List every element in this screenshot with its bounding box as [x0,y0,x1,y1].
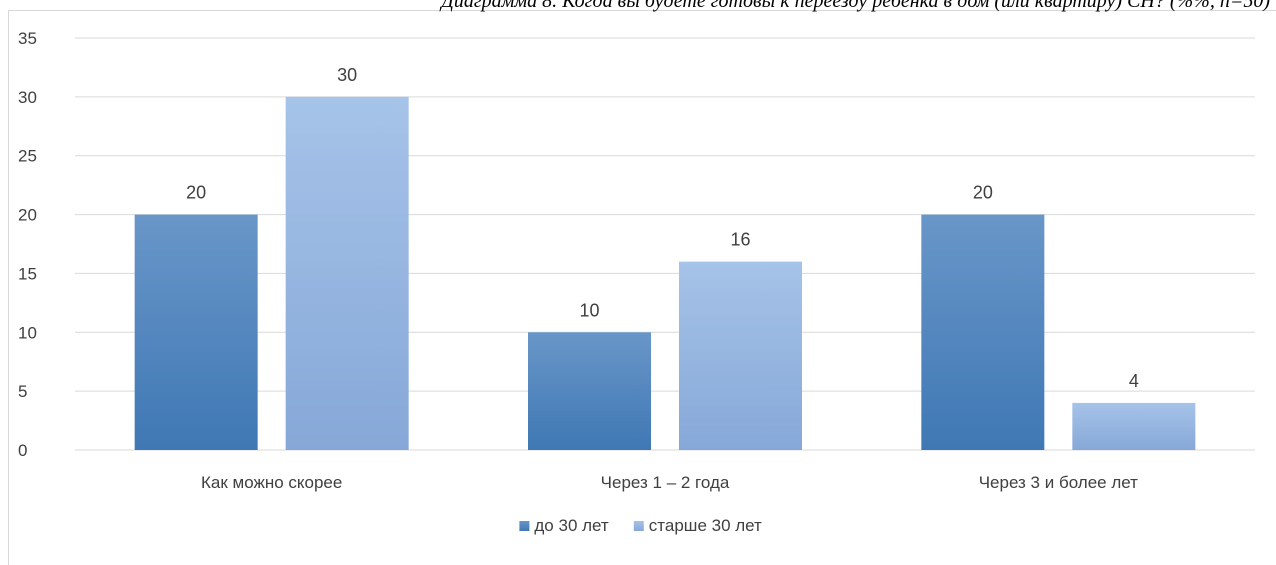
bar-1-1 [679,261,802,450]
y-tick-label-10: 10 [18,323,37,342]
y-axis-ticks: 0 5 10 15 20 25 30 35 [18,29,37,460]
legend-swatch-0 [519,521,530,531]
y-tick-label-35: 35 [18,29,37,48]
y-tick-label-20: 20 [18,206,37,225]
legend-label-0: до 30 лет [534,516,609,535]
data-label-2-1: 4 [1129,371,1139,391]
x-axis-ticks: Как можно скорее Через 1 – 2 года Через 3 … [201,473,1138,492]
bar-2-1 [1072,402,1196,450]
chart-frame [8,10,1276,565]
legend: до 30 лет старше 30 лет [519,516,762,535]
data-labels: 20 30 10 16 20 4 [186,65,1139,391]
gridlines [75,37,1255,451]
data-label-2-0: 20 [973,183,993,203]
y-tick-label-15: 15 [18,264,37,283]
legend-swatch-1 [633,521,644,531]
x-tick-label-0: Как можно скорее [201,473,342,492]
bar-1-0 [528,332,651,450]
bar-2-0 [921,214,1045,450]
chart-title: Диаграмма 8. Когда вы будете готовы к пе… [441,0,1270,12]
bar-0-0 [134,214,258,450]
y-tick-label-0: 0 [18,441,27,460]
x-tick-label-1: Через 1 – 2 года [601,473,730,492]
data-label-1-0: 10 [579,300,599,320]
bar-0-1 [285,96,409,450]
data-label-1-1: 16 [730,230,750,250]
x-tick-label-2: Через 3 и более лет [979,473,1138,492]
data-label-0-0: 20 [186,183,206,203]
y-tick-label-5: 5 [18,382,27,401]
y-tick-label-30: 30 [18,88,37,107]
bars [134,96,1196,450]
y-tick-label-25: 25 [18,147,37,166]
data-label-0-1: 30 [337,65,357,85]
legend-label-1: старше 30 лет [649,516,762,535]
